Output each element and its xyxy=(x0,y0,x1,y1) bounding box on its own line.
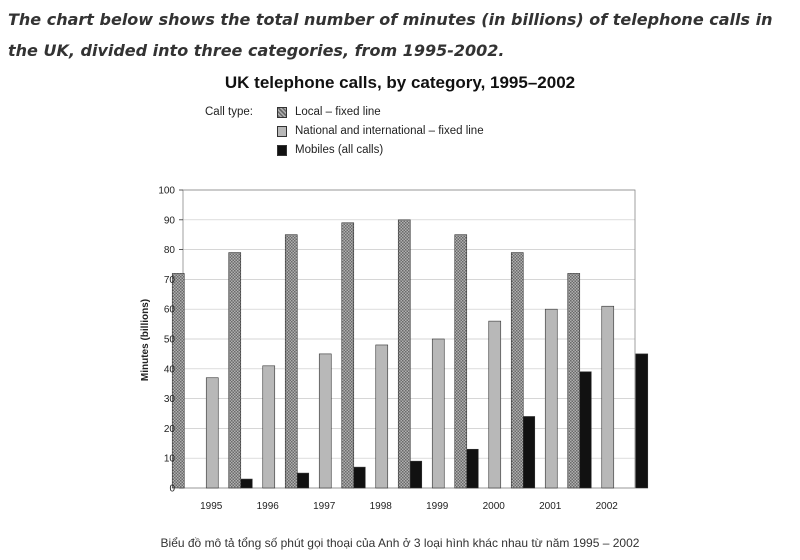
bar-mobile-1998 xyxy=(409,460,423,489)
bar-local-1999 xyxy=(397,219,411,489)
bar-national-2000 xyxy=(488,320,502,489)
bar-national-1998 xyxy=(375,344,389,489)
x-tick-label: 2001 xyxy=(539,501,562,512)
legend-swatch-national xyxy=(277,126,287,137)
bar-mobile-1995 xyxy=(239,478,253,489)
x-tick-label: 1997 xyxy=(313,501,336,512)
bar-national-1999 xyxy=(431,338,445,489)
bar-national-2001 xyxy=(544,308,558,489)
y-tick-label: 40 xyxy=(164,364,176,375)
intro-text: The chart below shows the total number o… xyxy=(8,10,773,60)
bar-national-2002 xyxy=(601,305,615,489)
bar-mobile-1996 xyxy=(296,472,310,489)
caption: Biểu đồ mô tả tổng số phút gọi thoại của… xyxy=(160,536,640,550)
tick-labels: 0 10 20 30 40 50 60 70 80 90 100 1995 1996 1997 1998 19… xyxy=(158,186,618,513)
y-tick-label: 90 xyxy=(164,215,176,226)
chart-title: UK telephone calls, by category, 1995–20… xyxy=(224,73,576,92)
bar-local-1997 xyxy=(284,234,298,489)
y-tick-label: 0 xyxy=(169,484,175,495)
x-tick-label: 1995 xyxy=(200,501,223,512)
legend-label-mobile: Mobiles (all calls) xyxy=(295,144,384,156)
x-tick-label: 1998 xyxy=(370,501,393,512)
bar-local-2001 xyxy=(510,252,524,489)
bar-local-2000 xyxy=(454,234,468,489)
bar-national-1996 xyxy=(262,365,276,489)
bar-mobile-2001 xyxy=(578,371,592,489)
y-tick-label: 70 xyxy=(164,275,176,286)
y-tick-label: 50 xyxy=(164,335,176,346)
y-tick-label: 10 xyxy=(164,454,176,465)
bar-mobile-1999 xyxy=(465,448,479,489)
y-tick-label: 20 xyxy=(164,424,176,435)
legend-label-local: Local – fixed line xyxy=(295,106,381,118)
x-tick-label: 1999 xyxy=(426,501,449,512)
bar-local-2002 xyxy=(567,273,581,489)
x-tick-label: 2002 xyxy=(596,501,619,512)
legend-label-national: National and international – fixed line xyxy=(295,125,484,137)
bar-national-1995 xyxy=(205,377,219,489)
x-tick-label: 2000 xyxy=(483,501,506,512)
legend-swatch-local xyxy=(277,107,287,118)
y-axis-label: Minutes (billions) xyxy=(140,299,151,381)
bar-local-1998 xyxy=(341,222,355,489)
bar-local-1996 xyxy=(228,252,242,489)
bars xyxy=(171,219,649,489)
bar-mobile-1997 xyxy=(352,466,366,489)
legend-title: Call type: xyxy=(205,106,253,118)
x-tick-label: 1996 xyxy=(257,501,280,512)
bar-local-1995 xyxy=(171,273,185,489)
bar-national-1997 xyxy=(318,353,332,489)
y-tick-label: 30 xyxy=(164,394,176,405)
bar-mobile-2002 xyxy=(635,353,649,489)
legend-swatch-mobile xyxy=(277,145,287,156)
bar-mobile-2000 xyxy=(522,416,536,489)
y-tick-label: 80 xyxy=(164,245,176,256)
y-tick-label: 100 xyxy=(158,186,175,197)
y-tick-label: 60 xyxy=(164,305,176,316)
